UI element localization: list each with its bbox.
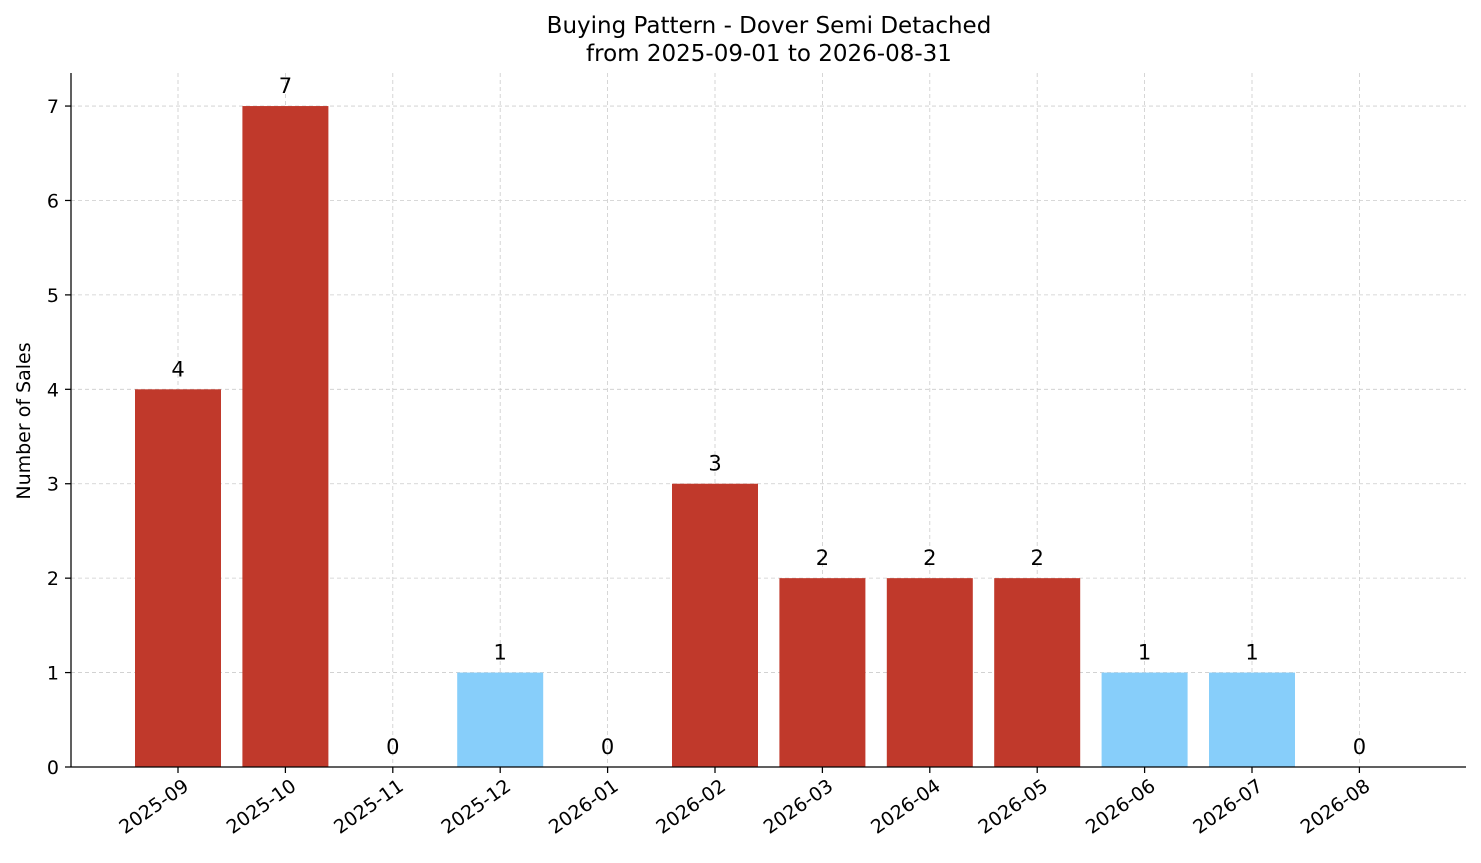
y-tick-label: 4 — [47, 379, 59, 401]
chart-subtitle: from 2025-09-01 to 2026-08-31 — [586, 41, 952, 67]
bar-2026-04 — [886, 578, 973, 767]
data-label-2026-06: 1 — [1138, 641, 1151, 665]
data-label-2026-02: 3 — [708, 452, 721, 476]
bar-2025-12 — [457, 672, 544, 767]
x-tick-label: 2026-02 — [652, 775, 730, 839]
x-tick-label: 2026-05 — [974, 775, 1052, 839]
x-tick-label: 2026-03 — [760, 775, 838, 839]
x-tick-label: 2025-12 — [437, 775, 515, 839]
y-tick-label: 2 — [47, 568, 59, 590]
axes — [70, 73, 1466, 768]
data-label-2025-09: 4 — [171, 357, 184, 381]
chart-title: Buying Pattern - Dover Semi Detached — [547, 13, 992, 39]
x-tick-label: 2025-09 — [115, 775, 193, 839]
bars — [135, 106, 1295, 768]
bar-2025-09 — [135, 389, 221, 767]
x-tick-label: 2025-10 — [223, 775, 301, 839]
data-label-2026-05: 2 — [1031, 546, 1044, 570]
data-label-2026-08: 0 — [1353, 735, 1366, 759]
x-tick-label: 2026-08 — [1297, 775, 1375, 839]
bar-2026-05 — [994, 578, 1081, 767]
x-tick-label: 2026-07 — [1189, 775, 1267, 839]
x-tick-label: 2026-06 — [1082, 775, 1160, 839]
data-label-2025-12: 1 — [494, 641, 507, 665]
bar-2026-07 — [1209, 672, 1295, 767]
data-label-2025-10: 7 — [279, 74, 292, 98]
x-tick-label: 2026-01 — [545, 775, 623, 839]
y-tick-label: 1 — [47, 663, 59, 685]
y-tick-label: 5 — [47, 285, 59, 307]
x-tick-label: 2025-11 — [330, 775, 408, 839]
data-label-2026-01: 0 — [601, 735, 614, 759]
y-axis-label: Number of Sales — [13, 342, 35, 499]
bar-2025-10 — [242, 106, 329, 768]
x-tick-label: 2026-04 — [867, 775, 945, 839]
data-label-2026-03: 2 — [816, 546, 829, 570]
bar-2026-06 — [1101, 672, 1188, 767]
data-label-2025-11: 0 — [386, 735, 399, 759]
y-tick-label: 3 — [47, 474, 59, 496]
y-tick-label: 6 — [47, 190, 59, 212]
bar-2026-03 — [779, 578, 866, 767]
y-tick-label: 7 — [47, 96, 59, 118]
y-tick-label: 0 — [47, 757, 59, 779]
data-labels: 4 7 0 1 0 3 2 2 2 1 1 0 — [171, 74, 1366, 759]
bar-2026-02 — [672, 483, 758, 767]
data-label-2026-04: 2 — [923, 546, 936, 570]
data-label-2026-07: 1 — [1245, 641, 1258, 665]
y-ticks: 0 1 2 3 4 5 6 7 — [47, 96, 71, 779]
x-ticks: 2025-09 2025-10 2025-11 2025-12 2026-01 2026-… — [115, 767, 1374, 839]
